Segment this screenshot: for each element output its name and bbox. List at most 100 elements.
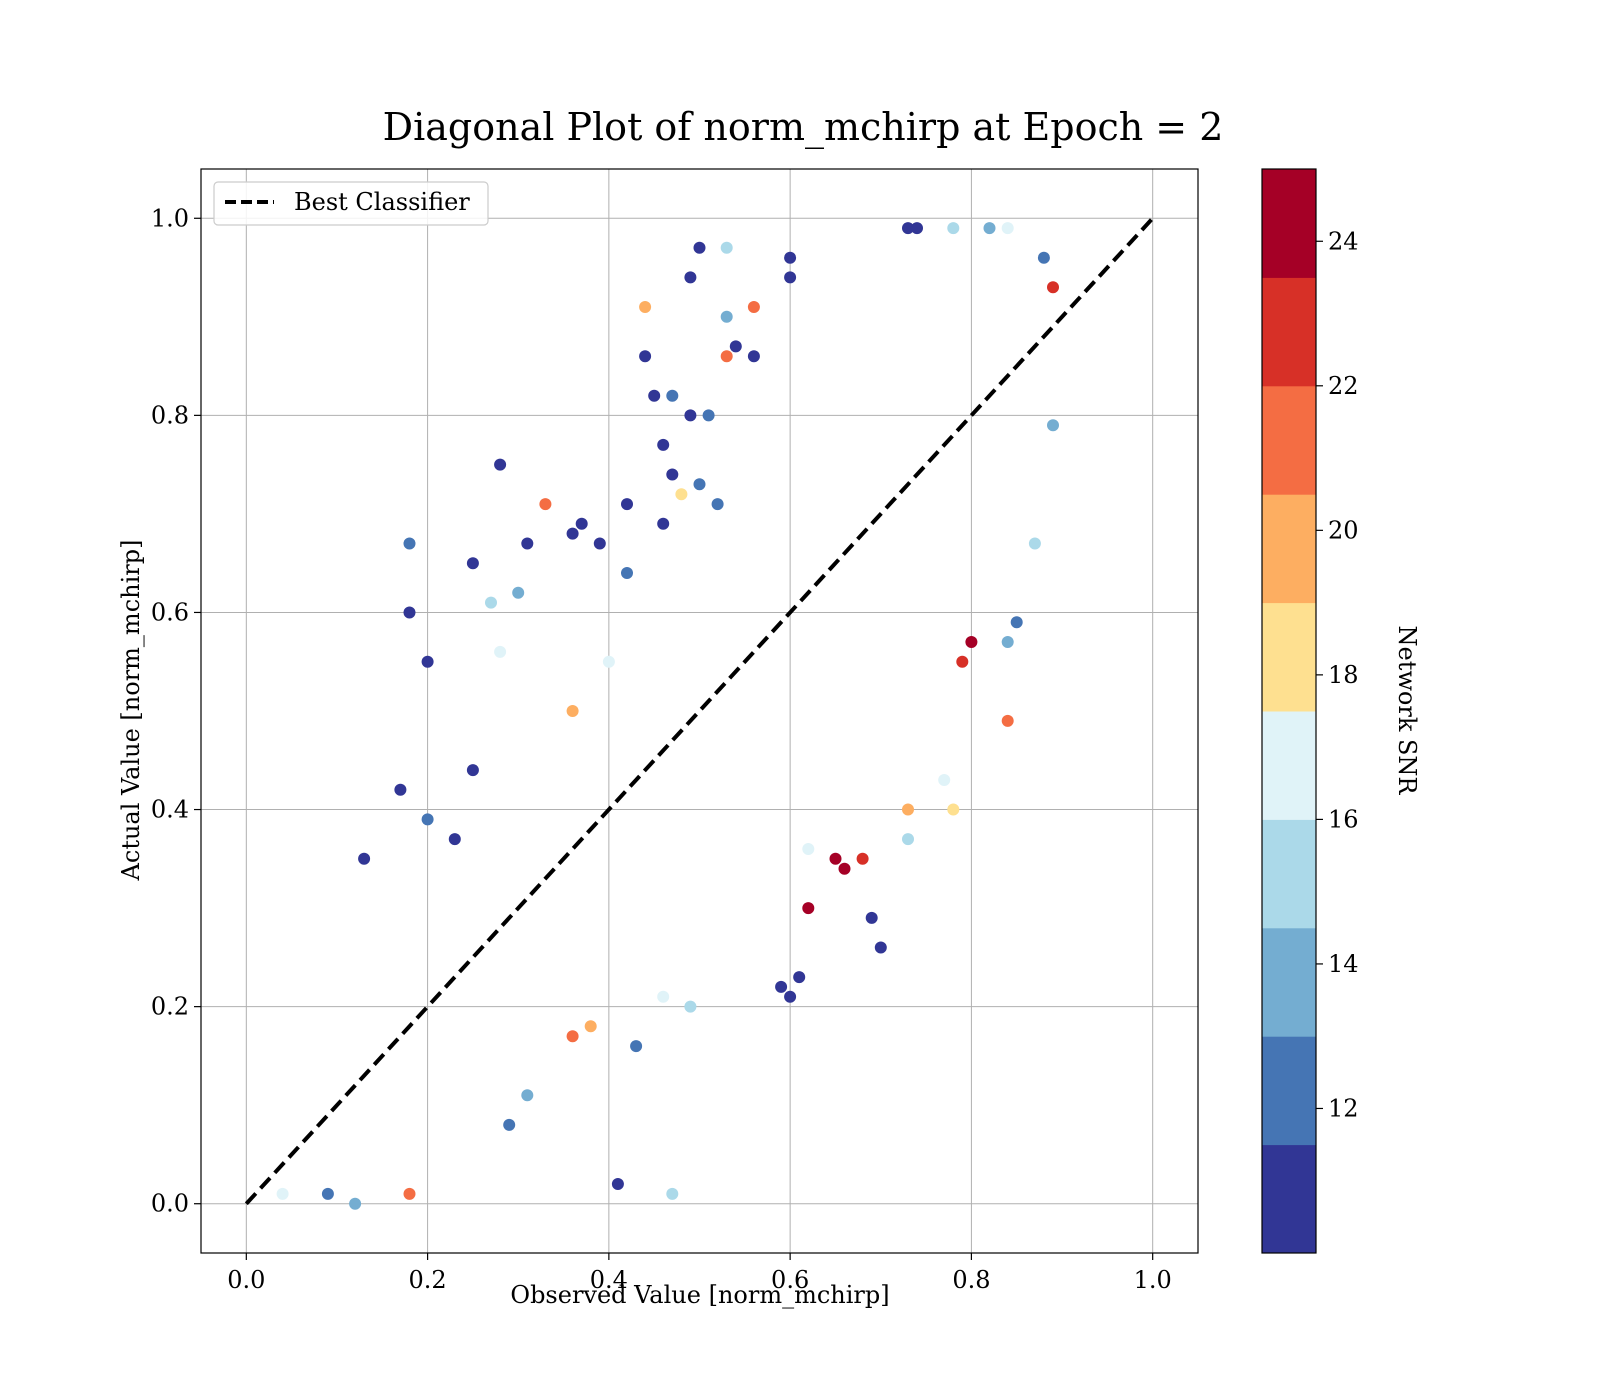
best-classifier-line — [244, 216, 1155, 1206]
scatter-point — [575, 517, 588, 530]
colorbar-tick-label: 24 — [1328, 227, 1359, 255]
chart-title: Diagonal Plot of norm_mchirp at Epoch = … — [383, 105, 1224, 150]
colorbar-segment — [1262, 1036, 1316, 1146]
scatter-point — [611, 1178, 624, 1190]
colorbar-tick-label: 20 — [1328, 516, 1359, 544]
scatter-point — [485, 596, 497, 609]
scatter-point — [630, 1040, 643, 1053]
scatter-point — [684, 271, 697, 284]
scatter-point — [684, 409, 697, 422]
y-tick-label: 0.4 — [151, 796, 189, 824]
scatter-point — [902, 833, 914, 846]
scatter-point — [720, 310, 733, 323]
scatter-point — [403, 537, 416, 550]
colorbar-tick-label: 22 — [1328, 372, 1359, 400]
scatter-point — [621, 567, 633, 579]
scatter-point — [421, 813, 434, 826]
scatter-point — [421, 655, 434, 668]
colorbar-tick-label: 14 — [1328, 950, 1359, 978]
scatter-point — [403, 1187, 416, 1200]
scatter-point — [512, 586, 525, 599]
scatter-point — [403, 606, 416, 619]
colorbar-segment — [1262, 819, 1316, 929]
scatter-point — [802, 902, 815, 915]
x-tick-label: 0.2 — [409, 1266, 447, 1294]
scatter-point — [711, 498, 724, 511]
scatter-point — [938, 774, 951, 786]
scatter-point — [521, 537, 534, 550]
scatter-point — [566, 705, 579, 717]
best-classifier-dashed-line — [244, 216, 1155, 1206]
scatter-point — [693, 478, 706, 491]
scatter-point — [657, 438, 670, 451]
x-axis-label: Observed Value [norm_mchirp] — [510, 1281, 889, 1309]
scatter-point — [675, 488, 688, 501]
y-tick-label: 0.6 — [151, 598, 189, 626]
scatter-point — [911, 222, 923, 235]
scatter-point — [466, 557, 479, 570]
scatter-point — [358, 852, 371, 865]
scatter-point — [666, 468, 679, 481]
scatter-point — [521, 1089, 534, 1102]
colorbar: 12 14 16 18 20 22 24 — [1261, 168, 1359, 1254]
colorbar-segment — [1262, 1144, 1316, 1254]
scatter-point — [747, 301, 760, 313]
scatter-point — [802, 843, 815, 855]
scatter-point — [784, 990, 797, 1003]
colorbar-segment — [1262, 602, 1316, 712]
x-tick-label: 1.0 — [1134, 1266, 1172, 1294]
scatter-point — [983, 222, 996, 235]
scatter-point — [494, 645, 507, 658]
colorbar-segment — [1262, 277, 1316, 387]
scatter-point — [394, 783, 407, 796]
scatter-point — [1037, 251, 1050, 264]
scatter-point — [720, 350, 733, 363]
colorbar-segment — [1262, 711, 1316, 820]
colorbar-tick-label: 18 — [1328, 661, 1359, 689]
scatter-point — [947, 803, 960, 816]
y-tick-label: 1.0 — [151, 204, 189, 232]
x-tick-label: 0.8 — [952, 1266, 990, 1294]
scatter-point — [621, 498, 633, 511]
scatter-point — [503, 1118, 516, 1131]
scatter-point — [1047, 419, 1059, 432]
x-tick-label: 0.6 — [771, 1266, 809, 1294]
scatter-point — [276, 1187, 289, 1200]
scatter-point — [1001, 222, 1014, 235]
colorbar-tick-label: 16 — [1328, 805, 1359, 833]
x-tick-label: 0.0 — [227, 1266, 265, 1294]
scatter-point — [856, 852, 869, 865]
scatter-point — [639, 350, 652, 363]
scatter-point — [657, 517, 670, 530]
colorbar-segment — [1262, 169, 1316, 278]
scatter-point — [648, 389, 661, 402]
scatter-point — [965, 636, 978, 648]
scatter-point — [874, 941, 887, 954]
scatter-point — [684, 1000, 697, 1013]
scatter-point — [349, 1197, 362, 1210]
scatter-point — [902, 222, 914, 235]
scatter-point — [494, 458, 507, 471]
scatter-point — [321, 1187, 334, 1200]
scatter-point — [448, 833, 461, 846]
colorbar-label: Network SNR — [1393, 626, 1421, 796]
scatter-point — [947, 222, 960, 235]
x-tick-label: 0.4 — [590, 1266, 628, 1294]
scatter-point — [829, 852, 842, 865]
scatter-point — [566, 1030, 579, 1043]
scatter-point — [566, 527, 579, 540]
colorbar-tick-label: 12 — [1328, 1094, 1359, 1122]
scatter-point — [747, 350, 760, 363]
legend: Best Classifier — [213, 181, 489, 226]
scatter-point — [593, 537, 606, 550]
scatter-point — [1028, 537, 1041, 550]
colorbar-segment — [1262, 494, 1316, 604]
colorbar-frame — [1261, 168, 1317, 1254]
scatter-point — [784, 251, 797, 264]
scatter-point — [657, 990, 670, 1003]
scatter-points — [276, 222, 1059, 1210]
colorbar-segment — [1262, 927, 1316, 1037]
y-tick-label: 0.2 — [151, 993, 189, 1021]
scatter-point — [729, 340, 742, 353]
